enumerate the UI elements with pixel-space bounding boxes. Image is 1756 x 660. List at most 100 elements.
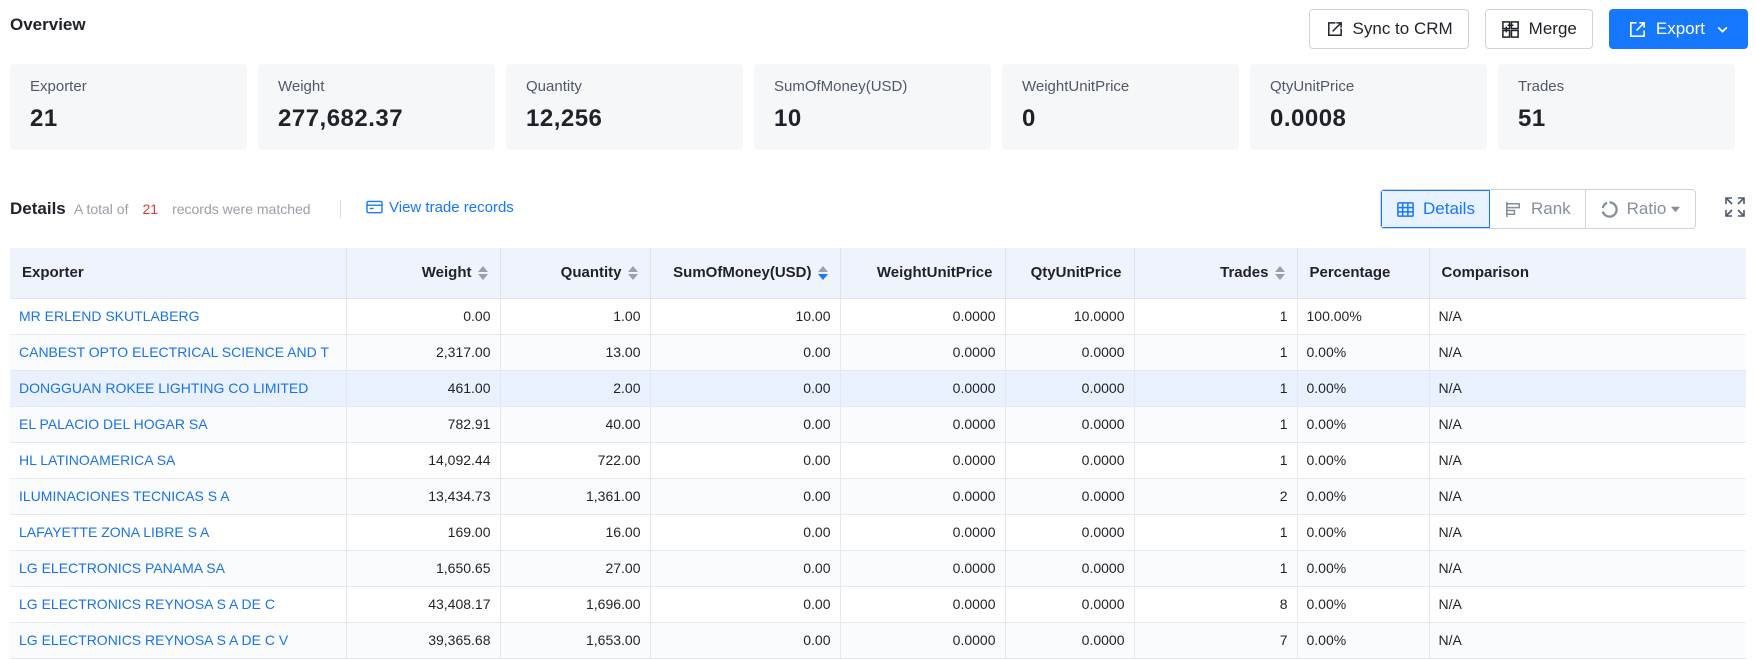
- view-trade-records-label: View trade records: [389, 199, 514, 216]
- table-row: CANBEST OPTO ELECTRICAL SCIENCE AND T 2,3…: [10, 334, 1746, 371]
- percentage-cell: 0.00%: [1297, 550, 1430, 587]
- exporter-link[interactable]: MR ERLEND SKUTLABERG: [10, 298, 347, 335]
- stat-label: Quantity: [526, 78, 582, 95]
- stat-value: 12,256: [526, 105, 603, 132]
- sort-descending-icon[interactable]: [817, 265, 828, 280]
- export-icon: [1629, 21, 1645, 37]
- weight-unit-price-cell: 0.0000: [840, 370, 1006, 407]
- qty-unit-price-cell: 0.0000: [1005, 334, 1135, 371]
- tab-ratio[interactable]: Ratio: [1586, 190, 1696, 228]
- qty-unit-price-cell: 0.0000: [1005, 550, 1135, 587]
- table-row: LAFAYETTE ZONA LIBRE S A 169.00 16.00 0.00 0…: [10, 514, 1746, 551]
- exporter-link[interactable]: LAFAYETTE ZONA LIBRE S A: [10, 514, 347, 551]
- sort-icon[interactable]: [627, 265, 638, 280]
- quantity-cell: 2.00: [500, 370, 651, 407]
- column-header-qty-unit-price: QtyUnitPrice: [1005, 248, 1135, 299]
- sort-icon[interactable]: [477, 265, 488, 280]
- trades-cell: 1: [1134, 370, 1298, 407]
- stat-value: 277,682.37: [278, 105, 404, 132]
- percentage-cell: 0.00%: [1297, 478, 1430, 515]
- weight-unit-price-cell: 0.0000: [840, 442, 1006, 479]
- tab-rank[interactable]: Rank: [1490, 190, 1586, 228]
- comparison-cell: N/A: [1429, 334, 1746, 371]
- weight-cell: 43,408.17: [346, 586, 501, 623]
- comparison-cell: N/A: [1429, 370, 1746, 407]
- percentage-cell: 0.00%: [1297, 442, 1430, 479]
- fullscreen-icon[interactable]: [1724, 196, 1746, 218]
- stat-card-sum-of-money: SumOfMoney(USD) 10: [754, 64, 991, 150]
- table-row: ILUMINACIONES TECNICAS S A 13,434.73 1,361…: [10, 478, 1746, 515]
- quantity-cell: 722.00: [500, 442, 651, 479]
- exporter-link[interactable]: ILUMINACIONES TECNICAS S A: [10, 478, 347, 515]
- weight-cell: 169.00: [346, 514, 501, 551]
- stat-label: QtyUnitPrice: [1270, 78, 1355, 95]
- comparison-cell: N/A: [1429, 586, 1746, 623]
- percentage-cell: 0.00%: [1297, 406, 1430, 443]
- qty-unit-price-cell: 10.0000: [1005, 298, 1135, 335]
- exporter-link[interactable]: LG ELECTRONICS PANAMA SA: [10, 550, 347, 587]
- export-button[interactable]: Export: [1608, 9, 1748, 49]
- column-header-quantity[interactable]: Quantity: [500, 248, 651, 299]
- comparison-cell: N/A: [1429, 442, 1746, 479]
- overview-title: Overview: [10, 15, 86, 34]
- table-row: MR ERLEND SKUTLABERG 0.00 1.00 10.00 0.0000 1…: [10, 298, 1746, 335]
- exporter-link[interactable]: HL LATINOAMERICA SA: [10, 442, 347, 479]
- weight-unit-price-cell: 0.0000: [840, 622, 1006, 659]
- sum-of-money-cell: 0.00: [650, 442, 841, 479]
- column-header-sum-of-money[interactable]: SumOfMoney(USD): [650, 248, 841, 299]
- table-row: HL LATINOAMERICA SA 14,092.44 722.00 0.00 0.…: [10, 442, 1746, 479]
- stat-cards: Exporter 21 Weight 277,682.37 Quantity 1…: [10, 64, 1735, 150]
- trades-cell: 1: [1134, 334, 1298, 371]
- table-row: DONGGUAN ROKEE LIGHTING CO LIMITED 461.00…: [10, 370, 1746, 407]
- match-summary: A total of 21 records were matched: [74, 201, 311, 217]
- weight-unit-price-cell: 0.0000: [840, 298, 1006, 335]
- sync-icon: [1327, 21, 1342, 36]
- weight-unit-price-cell: 0.0000: [840, 550, 1006, 587]
- comparison-cell: N/A: [1429, 478, 1746, 515]
- details-bar: Details A total of 21 records were match…: [10, 189, 1746, 236]
- comparison-cell: N/A: [1429, 406, 1746, 443]
- tab-details[interactable]: Details: [1381, 190, 1490, 228]
- sort-icon[interactable]: [1274, 265, 1285, 280]
- trades-cell: 1: [1134, 406, 1298, 443]
- weight-cell: 461.00: [346, 370, 501, 407]
- chevron-down-icon: [1717, 26, 1728, 33]
- qty-unit-price-cell: 0.0000: [1005, 478, 1135, 515]
- column-header-trades[interactable]: Trades: [1134, 248, 1298, 299]
- exporter-link[interactable]: LG ELECTRONICS REYNOSA S A DE C: [10, 586, 347, 623]
- merge-icon: [1501, 20, 1519, 38]
- qty-unit-price-cell: 0.0000: [1005, 370, 1135, 407]
- percentage-cell: 0.00%: [1297, 622, 1430, 659]
- quantity-cell: 1,696.00: [500, 586, 651, 623]
- weight-cell: 14,092.44: [346, 442, 501, 479]
- sync-to-crm-label: Sync to CRM: [1352, 19, 1453, 38]
- qty-unit-price-cell: 0.0000: [1005, 406, 1135, 443]
- merge-button[interactable]: Merge: [1484, 9, 1593, 49]
- ratio-ring-icon: [1601, 200, 1618, 218]
- match-prefix: A total of: [74, 201, 129, 217]
- exporter-link[interactable]: DONGGUAN ROKEE LIGHTING CO LIMITED: [10, 370, 347, 407]
- weight-unit-price-cell: 0.0000: [840, 406, 1006, 443]
- quantity-cell: 16.00: [500, 514, 651, 551]
- exporter-link[interactable]: EL PALACIO DEL HOGAR SA: [10, 406, 347, 443]
- sum-of-money-cell: 0.00: [650, 514, 841, 551]
- weight-cell: 782.91: [346, 406, 501, 443]
- tab-ratio-label: Ratio: [1626, 199, 1667, 218]
- weight-cell: 0.00: [346, 298, 501, 335]
- table-icon: [1397, 201, 1414, 217]
- sync-to-crm-button[interactable]: Sync to CRM: [1308, 9, 1469, 49]
- stat-value: 51: [1518, 105, 1546, 132]
- sum-of-money-cell: 0.00: [650, 478, 841, 515]
- column-header-weight[interactable]: Weight: [346, 248, 501, 299]
- view-trade-records-link[interactable]: View trade records: [366, 199, 514, 216]
- tab-rank-label: Rank: [1530, 199, 1571, 218]
- quantity-cell: 13.00: [500, 334, 651, 371]
- exporter-link[interactable]: LG ELECTRONICS REYNOSA S A DE C V: [10, 622, 347, 659]
- sum-of-money-cell: 0.00: [650, 334, 841, 371]
- trades-cell: 1: [1134, 514, 1298, 551]
- weight-unit-price-cell: 0.0000: [840, 514, 1006, 551]
- match-count: 21: [142, 201, 159, 217]
- stat-card-quantity: Quantity 12,256: [506, 64, 743, 150]
- qty-unit-price-cell: 0.0000: [1005, 442, 1135, 479]
- exporter-link[interactable]: CANBEST OPTO ELECTRICAL SCIENCE AND T: [10, 334, 347, 371]
